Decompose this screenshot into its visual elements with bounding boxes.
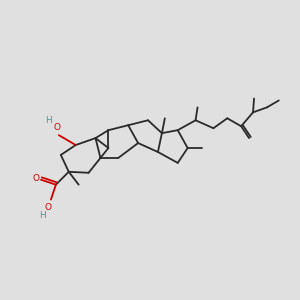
Text: H: H <box>46 116 52 125</box>
Text: O: O <box>53 123 60 132</box>
Text: O: O <box>44 203 52 212</box>
Text: O: O <box>33 174 40 183</box>
Text: H: H <box>39 211 45 220</box>
